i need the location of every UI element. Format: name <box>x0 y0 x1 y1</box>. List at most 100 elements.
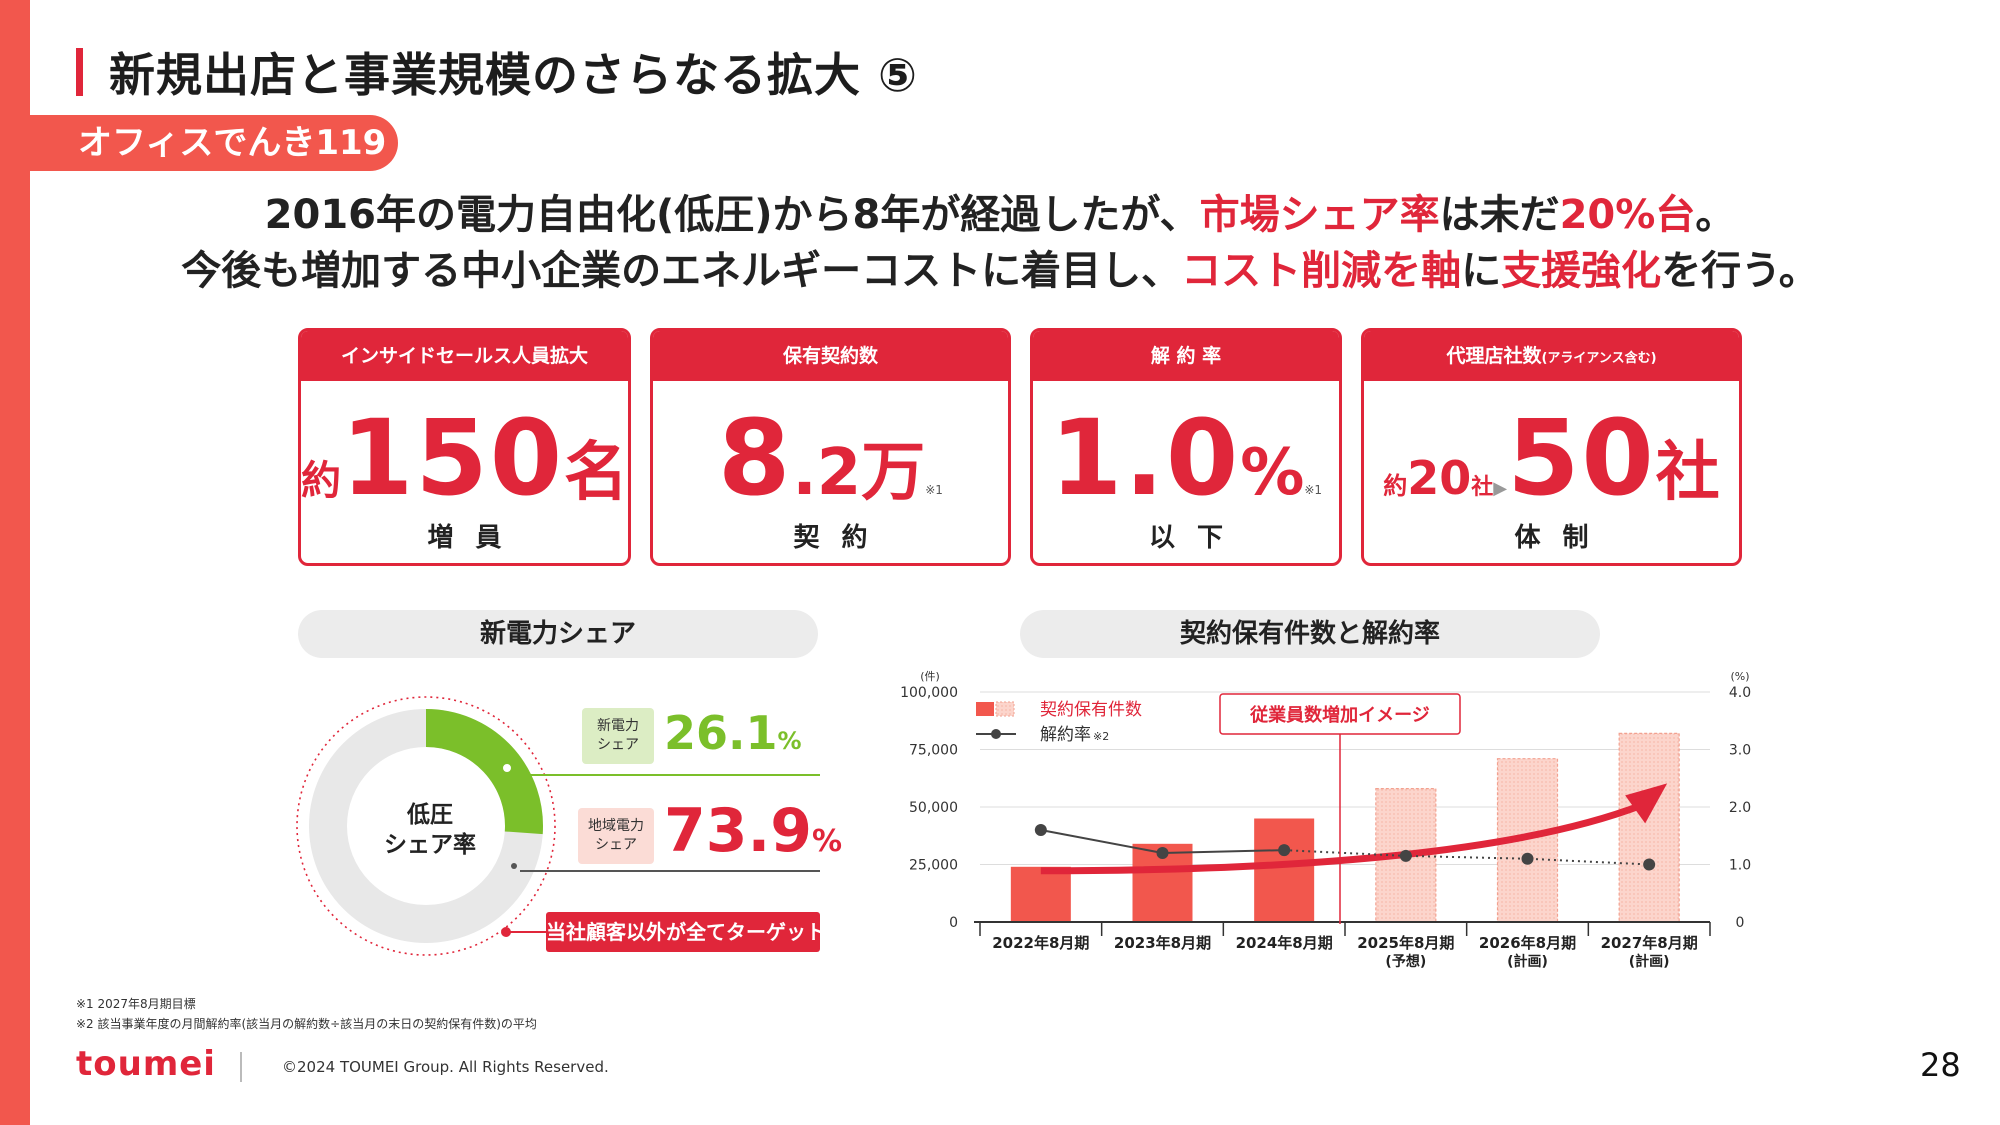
footnotes: ※1 2027年8月期目標 ※2 該当事業年度の月間解約率(該当月の解約数÷該当… <box>76 994 537 1034</box>
headline-text: を行う。 <box>1661 248 1819 294</box>
y-axis-label-left: (件) <box>920 670 940 683</box>
y-tick-label-right: 3.0 <box>1729 743 1751 759</box>
headline-line-2: 今後も増加する中小企業のエネルギーコストに着目し、コスト削減を軸に支援強化を行う… <box>100 238 1900 296</box>
y-tick-label-right: 4.0 <box>1729 685 1751 701</box>
churn-point <box>1521 852 1534 865</box>
contracts-bar <box>1010 866 1071 922</box>
kpi-prefix: 約 <box>301 458 341 504</box>
kpi-subtitle: 以下 <box>1148 523 1245 553</box>
kpi-subtitle: 体制 <box>1514 523 1611 553</box>
new-power-value: 26.1% <box>664 706 802 760</box>
share-donut-chart <box>296 696 556 956</box>
kpi-number: 1.0 <box>1049 397 1241 519</box>
title-accent-bar <box>76 48 83 96</box>
copyright-text: ©2024 TOUMEI Group. All Rights Reserved. <box>282 1058 609 1076</box>
x-tick-label: 2023年8月期 <box>1114 934 1211 952</box>
kpi-number: 150 <box>341 397 565 519</box>
legend-swatch-point <box>991 729 1001 739</box>
kpi-title: インサイドセールス人員拡大 <box>301 331 628 381</box>
kpi-card-sales-staff: インサイドセールス人員拡大 約150名 増員 <box>298 328 631 566</box>
y-tick-label-left: 0 <box>949 915 958 931</box>
x-tick-note: (計画) <box>1507 953 1548 970</box>
regional-power-value: 73.9% <box>664 796 842 866</box>
churn-point <box>1034 824 1047 836</box>
kpi-unit: 名 <box>564 436 629 510</box>
title-row: 新規出店と事業規模のさらなる拡大 ⑤ <box>76 44 918 102</box>
headline-line-1: 2016年の電力自由化(低圧)から8年が経過したが、市場シェア率は未だ20%台。 <box>100 182 1900 240</box>
x-tick-note: (計画) <box>1629 953 1670 970</box>
page-title: 新規出店と事業規模のさらなる拡大 ⑤ <box>109 48 918 102</box>
x-tick-label: 2026年8月期 <box>1479 934 1576 952</box>
value-unit: % <box>777 727 802 755</box>
new-power-tag: 新電力 シェア <box>582 708 654 764</box>
value-unit: % <box>812 824 843 859</box>
donut-center-line-1: 低圧 <box>407 802 453 828</box>
legend-churn-note: ※2 <box>1093 730 1109 743</box>
x-tick-note: (予想) <box>1385 953 1426 970</box>
kpi-card-contracts: 保有契約数 8.2万※1 契約 <box>650 328 1011 566</box>
company-logo: toumei <box>76 1044 216 1084</box>
kpi-title: 解 約 率 <box>1033 331 1339 381</box>
donut-marker-regional <box>511 863 517 869</box>
y-axis-label-right: (%) <box>1730 670 1749 683</box>
donut-center-line-2: シェア率 <box>384 832 476 858</box>
left-accent-bar <box>0 0 30 1125</box>
y-tick-label-right: 0 <box>1736 915 1745 931</box>
kpi-value: 約150名 <box>301 397 628 519</box>
footnote-2: ※2 該当事業年度の月間解約率(該当月の解約数÷該当月の末日の契約保有件数)の平… <box>76 1017 537 1031</box>
kpi-subtitle: 増員 <box>427 523 524 553</box>
kpi-value: 1.0%※1 <box>1033 397 1339 519</box>
regional-power-leader-line <box>520 870 820 872</box>
contracts-section-title: 契約保有件数と解約率 <box>1020 610 1600 658</box>
kpi-note: ※1 <box>1304 483 1323 497</box>
kpi-number: 50 <box>1507 397 1656 519</box>
new-power-leader-line <box>514 774 820 776</box>
donut-marker-new <box>501 762 513 774</box>
page-number: 28 <box>1920 1046 1961 1084</box>
churn-point <box>1399 849 1412 862</box>
legend-churn-name: 解約率 <box>1040 725 1091 745</box>
legend-label-contracts: 契約保有件数 <box>1040 700 1142 720</box>
kpi-decimal: .2 <box>792 436 862 510</box>
x-tick-label: 2027年8月期 <box>1601 934 1698 952</box>
churn-point <box>1278 844 1291 857</box>
headline-text: は未だ <box>1439 192 1560 238</box>
legend-label-churn: 解約率 ※2 <box>1040 725 1109 745</box>
tag-line-1: 地域電力 <box>588 818 644 834</box>
x-tick-label: 2022年8月期 <box>992 934 1089 952</box>
kpi-value: 8.2万※1 <box>653 397 1008 519</box>
annotation-box <box>1219 693 1461 735</box>
headline-highlight: 市場シェア率 <box>1199 192 1440 238</box>
kpi-unit: 社 <box>1655 436 1720 510</box>
churn-point <box>1156 847 1169 859</box>
kpi-number: 8 <box>718 397 793 519</box>
donut-center-label: 低圧 シェア率 <box>360 800 500 860</box>
kpi-card-agencies: 代理店社数(アライアンス含む) 約20社▶50社 体制 <box>1361 328 1742 566</box>
kpi-title: 保有契約数 <box>653 331 1008 381</box>
target-label: 当社顧客以外が全てターゲット <box>546 912 826 952</box>
churn-point <box>1643 858 1656 871</box>
kpi-note: ※1 <box>925 483 943 497</box>
y-tick-label-left: 75,000 <box>909 743 958 759</box>
headline-text: に <box>1461 248 1502 294</box>
footnote-1: ※1 2027年8月期目標 <box>76 997 196 1011</box>
kpi-title-text: 代理店社数 <box>1446 345 1542 367</box>
contracts-chart: 100,000 4.0 75,000 3.0 50,000 2.0 25,000 1.0 0 0 (… <box>900 670 1751 970</box>
y-tick-label-left: 50,000 <box>909 800 958 816</box>
y-tick-label-right: 2.0 <box>1729 800 1751 816</box>
annotation-label: 従業員数増加イメージ <box>1249 704 1430 726</box>
x-tick-label: 2024年8月期 <box>1236 934 1333 952</box>
headline-text: 今後も増加する中小企業のエネルギーコストに着目し、 <box>181 248 1182 294</box>
kpi-title: 代理店社数(アライアンス含む) <box>1364 331 1739 381</box>
contracts-bar <box>1254 818 1315 922</box>
churn-line-projected <box>1284 849 1650 866</box>
kpi-from-number: 20 <box>1407 451 1472 505</box>
kpi-prefix: 約 <box>1383 472 1408 500</box>
kpi-value: 約20社▶50社 <box>1364 397 1739 519</box>
regional-power-tag: 地域電力 シェア <box>578 808 654 864</box>
kpi-subtitle: 契約 <box>793 523 890 553</box>
headline-highlight: コスト削減を軸 <box>1181 248 1462 294</box>
value-number: 73.9 <box>664 796 813 866</box>
headline-highlight: 20%台 <box>1559 192 1696 238</box>
y-tick-label-left: 100,000 <box>900 685 958 701</box>
